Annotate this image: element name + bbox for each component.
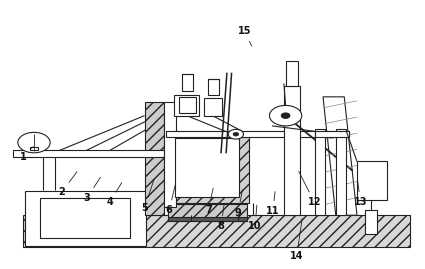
Bar — [166, 132, 249, 203]
Circle shape — [269, 105, 302, 126]
Bar — [357, 161, 387, 200]
Bar — [144, 102, 164, 215]
Polygon shape — [323, 97, 357, 215]
Bar — [182, 74, 193, 91]
Bar — [314, 129, 325, 215]
Circle shape — [18, 132, 50, 153]
Bar — [168, 204, 246, 221]
Text: 11: 11 — [266, 192, 280, 216]
Bar — [208, 79, 219, 95]
Bar — [40, 198, 130, 238]
Text: 8: 8 — [218, 205, 224, 232]
Text: 2: 2 — [58, 172, 77, 197]
Bar — [286, 61, 298, 86]
Text: 9: 9 — [235, 190, 243, 218]
Bar — [175, 138, 239, 197]
Bar — [365, 210, 377, 234]
Text: 4: 4 — [106, 183, 122, 207]
Circle shape — [228, 129, 244, 139]
Text: 1: 1 — [20, 147, 33, 162]
Bar — [174, 95, 199, 116]
Text: 15: 15 — [238, 26, 252, 46]
Circle shape — [281, 113, 290, 118]
Bar — [314, 131, 348, 137]
Bar — [168, 217, 246, 221]
Text: 5: 5 — [141, 179, 154, 213]
Text: 14: 14 — [290, 218, 303, 261]
Bar — [336, 129, 346, 215]
Bar — [178, 97, 196, 113]
Bar — [284, 86, 300, 215]
Text: 12: 12 — [299, 171, 321, 207]
Bar — [30, 147, 38, 150]
Bar — [23, 215, 410, 247]
Bar — [13, 150, 164, 157]
Bar — [25, 191, 146, 246]
Bar — [204, 98, 222, 116]
Bar — [164, 102, 176, 207]
Text: 3: 3 — [84, 177, 100, 203]
Text: 6: 6 — [166, 183, 176, 215]
Circle shape — [233, 133, 238, 136]
Text: 13: 13 — [354, 178, 367, 207]
Text: 7: 7 — [205, 188, 213, 215]
Text: 10: 10 — [248, 205, 262, 232]
Bar — [166, 131, 348, 137]
